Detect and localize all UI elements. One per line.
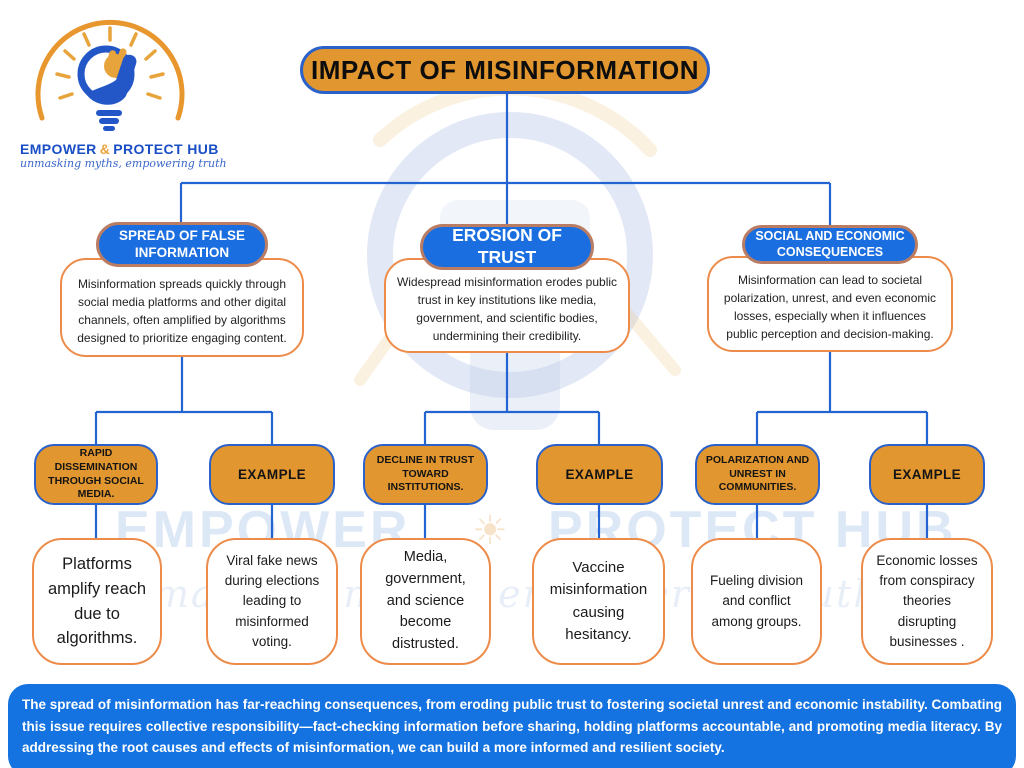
- logo-tagline: unmasking myths, empowering truth: [20, 157, 227, 170]
- branch2-heading: EROSION OF TRUST: [420, 224, 594, 270]
- logo-ampersand: &: [99, 141, 111, 157]
- connector-branch2-split: [423, 353, 601, 446]
- branch2-example-node: EXAMPLE: [536, 444, 663, 505]
- connector-leaf-drops: [94, 505, 929, 538]
- branch3-description: Misinformation can lead to societal pola…: [707, 256, 953, 352]
- summary-banner: The spread of misinformation has far-rea…: [8, 684, 1016, 768]
- branch1-example-detail: Viral fake news during elections leading…: [206, 538, 338, 665]
- branch2-subnode-detail: Media, government, and science become di…: [360, 538, 491, 665]
- branch1-heading: SPREAD OF FALSE INFORMATION: [96, 222, 268, 267]
- branch1-subnode: RAPID DISSEMINATION THROUGH SOCIAL MEDIA…: [34, 444, 158, 505]
- page-title: IMPACT OF MISINFORMATION: [300, 46, 710, 94]
- logo-name-word2: PROTECT HUB: [113, 141, 219, 157]
- brand-logo: EMPOWER & PROTECT HUB unmasking myths, emp…: [20, 6, 227, 170]
- branch3-example-detail: Economic losses from conspiracy theories…: [861, 538, 993, 665]
- logo-lightbulb-icon: [35, 19, 185, 131]
- logo-name-word1: EMPOWER: [20, 141, 97, 157]
- connector-branch3-split: [755, 351, 929, 446]
- branch3-example-node: EXAMPLE: [869, 444, 985, 505]
- branch1-description: Misinformation spreads quickly through s…: [60, 258, 304, 357]
- branch3-heading: SOCIAL AND ECONOMIC CONSEQUENCES: [742, 225, 918, 264]
- connector-branch1-split: [94, 355, 274, 446]
- branch2-example-detail: Vaccine misinformation causing hesitancy…: [532, 538, 665, 665]
- branch1-subnode-detail: Platforms amplify reach due to algorithm…: [32, 538, 162, 665]
- branch3-subnode: POLARIZATION AND UNREST IN COMMUNITIES.: [695, 444, 820, 505]
- logo-name: EMPOWER & PROTECT HUB: [20, 141, 218, 157]
- branch1-example-node: EXAMPLE: [209, 444, 335, 505]
- branch2-subnode: DECLINE IN TRUST TOWARD INSTITUTIONS.: [363, 444, 488, 505]
- branch2-description: Widespread misinformation erodes public …: [384, 258, 630, 353]
- branch3-subnode-detail: Fueling division and conflict among grou…: [691, 538, 822, 665]
